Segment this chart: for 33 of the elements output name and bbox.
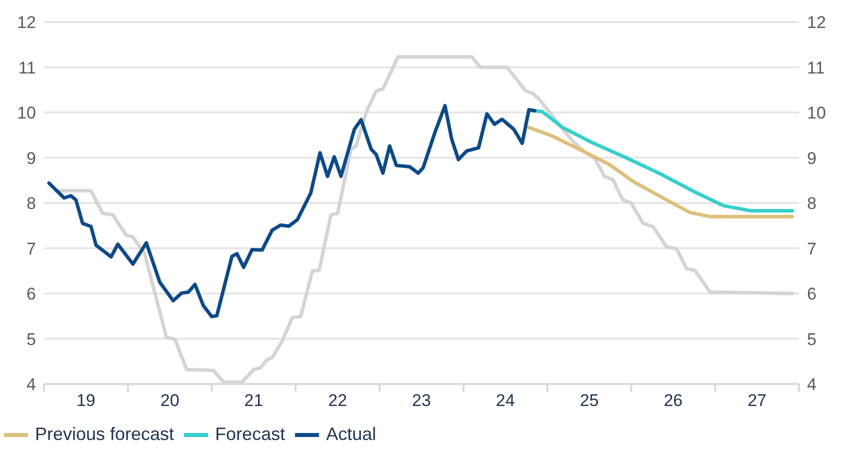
x-tick-label: 25	[580, 391, 599, 410]
y2-tick-label: 8	[807, 194, 816, 214]
y-tick-label: 5	[26, 330, 36, 349]
line-series	[47, 104, 536, 318]
y2-tick-label: 12	[807, 13, 826, 32]
line-series	[527, 126, 794, 218]
y2-tick-label: 4	[807, 375, 816, 394]
y2-tick-label: 9	[807, 148, 816, 168]
y2-tick-label: 5	[807, 330, 816, 349]
y-tick-label: 6	[26, 284, 36, 304]
x-tick-label: 26	[664, 391, 683, 410]
y-tick-label: 4	[26, 375, 36, 394]
line-series	[532, 108, 794, 212]
x-tick-label: 24	[496, 391, 515, 410]
y-tick-label: 10	[17, 104, 36, 123]
y-tick-label: 12	[17, 13, 36, 32]
legend-label: Actual	[326, 424, 376, 445]
y2-tick-label: 6	[807, 284, 816, 304]
y-tick-label: 11	[18, 58, 36, 78]
legend-label: Previous forecast	[35, 424, 174, 445]
legend-label: Forecast	[215, 424, 286, 445]
y-tick-label: 9	[26, 148, 36, 168]
x-tick-label: 27	[748, 391, 767, 410]
y-tick-label: 8	[26, 194, 36, 214]
x-tick-label: 20	[160, 391, 180, 410]
y2-tick-label: 7	[807, 239, 816, 258]
x-tick-label: 21	[244, 391, 264, 410]
y2-tick-label: 11	[807, 58, 825, 78]
y2-tick-label: 10	[807, 104, 826, 123]
y-tick-label: 7	[26, 239, 36, 258]
x-tick-label: 23	[412, 391, 431, 410]
x-tick-label: 22	[328, 391, 348, 410]
x-tick-label: 19	[76, 391, 96, 410]
